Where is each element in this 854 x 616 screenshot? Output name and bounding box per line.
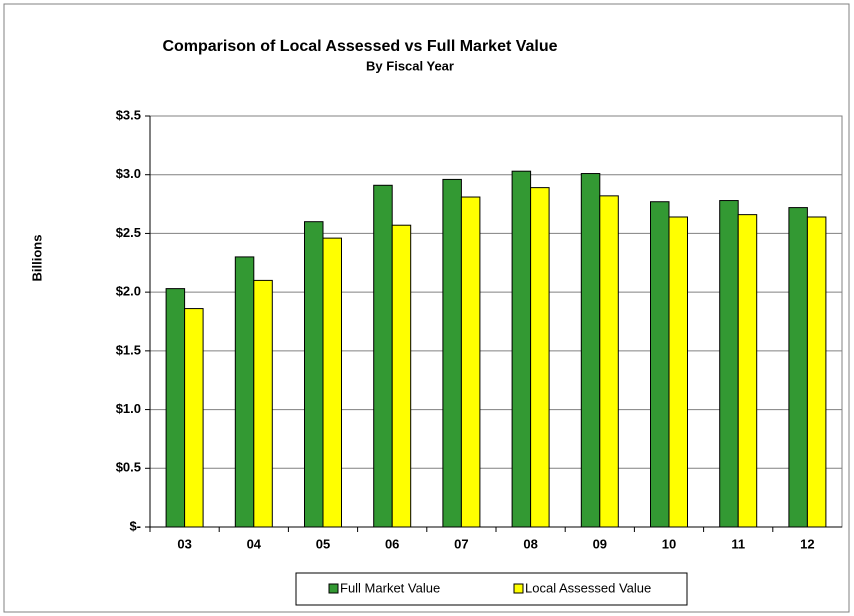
y-tick-label: $1.0 <box>116 401 141 416</box>
y-tick-label: $2.5 <box>116 225 141 240</box>
x-tick-label: 05 <box>316 536 330 551</box>
y-axis-label: Billions <box>29 235 44 282</box>
bar <box>580 173 601 528</box>
x-tick-label: 10 <box>662 536 676 551</box>
bar <box>599 195 619 528</box>
x-tick-label: 09 <box>593 536 607 551</box>
x-tick-label: 12 <box>800 536 814 551</box>
x-tick-label: 11 <box>731 536 745 551</box>
y-tick-label: $0.5 <box>116 460 141 475</box>
y-tick-label: $1.5 <box>116 342 141 357</box>
bar <box>668 216 688 528</box>
bar <box>234 256 255 528</box>
x-tick-label: 04 <box>247 536 262 551</box>
bar <box>322 237 342 528</box>
bar <box>737 214 758 528</box>
legend-box <box>295 572 688 606</box>
chart-title: Comparison of Local Assessed vs Full Mar… <box>162 38 557 55</box>
legend-swatch <box>328 583 339 594</box>
bar <box>460 196 481 528</box>
bar <box>165 288 186 528</box>
y-tick-label: $3.5 <box>116 107 141 122</box>
bar <box>391 224 412 528</box>
bar <box>184 308 204 528</box>
x-tick-label: 06 <box>385 536 399 551</box>
bar <box>511 170 532 528</box>
x-tick-label: 08 <box>523 536 537 551</box>
legend-swatch <box>513 583 524 594</box>
chart-subtitle: By Fiscal Year <box>366 58 454 73</box>
bar <box>253 279 273 528</box>
x-tick-label: 07 <box>454 536 468 551</box>
y-tick-label: $- <box>129 518 141 533</box>
legend-label: Local Assessed Value <box>525 580 651 595</box>
bar <box>442 178 462 528</box>
y-tick-label: $3.0 <box>116 166 141 181</box>
legend-label: Full Market Value <box>340 580 440 595</box>
y-tick-label: $2.0 <box>116 284 141 299</box>
bar <box>650 201 670 528</box>
x-tick-label: 03 <box>177 536 191 551</box>
bar <box>806 216 827 528</box>
bar <box>304 221 324 528</box>
bar <box>788 207 808 528</box>
bar <box>530 187 550 528</box>
bar <box>373 184 393 528</box>
bar <box>719 200 739 528</box>
